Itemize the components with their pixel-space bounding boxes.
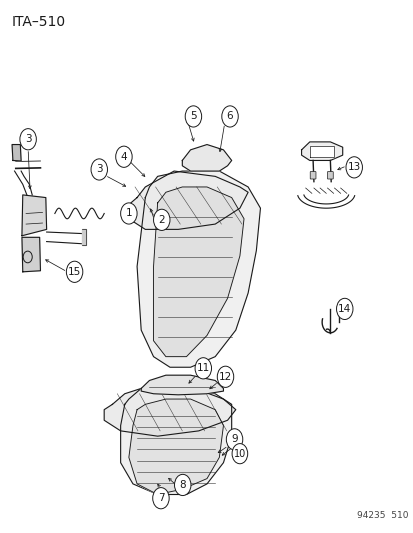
Circle shape — [174, 474, 190, 496]
Text: 14: 14 — [337, 304, 351, 314]
FancyBboxPatch shape — [309, 172, 315, 179]
Polygon shape — [182, 144, 231, 171]
Text: 4: 4 — [120, 152, 127, 161]
Circle shape — [217, 366, 233, 387]
Polygon shape — [153, 187, 243, 357]
Circle shape — [120, 203, 137, 224]
Circle shape — [232, 443, 247, 464]
Circle shape — [152, 488, 169, 509]
Circle shape — [20, 128, 36, 150]
Polygon shape — [22, 237, 40, 272]
Text: 3: 3 — [25, 134, 31, 144]
FancyBboxPatch shape — [327, 172, 332, 179]
Circle shape — [153, 209, 170, 230]
Text: 5: 5 — [190, 111, 196, 122]
Circle shape — [345, 157, 361, 178]
Circle shape — [66, 261, 83, 282]
Polygon shape — [141, 375, 223, 395]
Text: ITA–510: ITA–510 — [12, 14, 66, 29]
Polygon shape — [137, 171, 260, 367]
Text: 13: 13 — [347, 163, 360, 172]
Polygon shape — [104, 383, 235, 436]
Text: 1: 1 — [125, 208, 132, 219]
Text: 2: 2 — [158, 215, 165, 225]
Circle shape — [185, 106, 201, 127]
Circle shape — [195, 358, 211, 379]
Text: 7: 7 — [157, 493, 164, 503]
Text: 11: 11 — [196, 364, 209, 373]
Polygon shape — [309, 146, 334, 157]
Text: 10: 10 — [233, 449, 245, 459]
Circle shape — [221, 106, 237, 127]
Polygon shape — [12, 144, 21, 161]
Text: 3: 3 — [96, 165, 102, 174]
Circle shape — [226, 429, 242, 450]
Text: 15: 15 — [68, 267, 81, 277]
Text: 8: 8 — [179, 480, 185, 490]
Text: 9: 9 — [231, 434, 237, 445]
Circle shape — [336, 298, 352, 319]
Polygon shape — [81, 229, 85, 245]
Text: 12: 12 — [218, 372, 232, 382]
Polygon shape — [120, 389, 231, 495]
Circle shape — [91, 159, 107, 180]
Polygon shape — [301, 142, 342, 160]
Polygon shape — [128, 399, 223, 495]
Circle shape — [115, 146, 132, 167]
Polygon shape — [22, 195, 47, 236]
Text: 94235  510: 94235 510 — [356, 511, 408, 520]
Polygon shape — [124, 171, 247, 229]
Text: 6: 6 — [226, 111, 233, 122]
